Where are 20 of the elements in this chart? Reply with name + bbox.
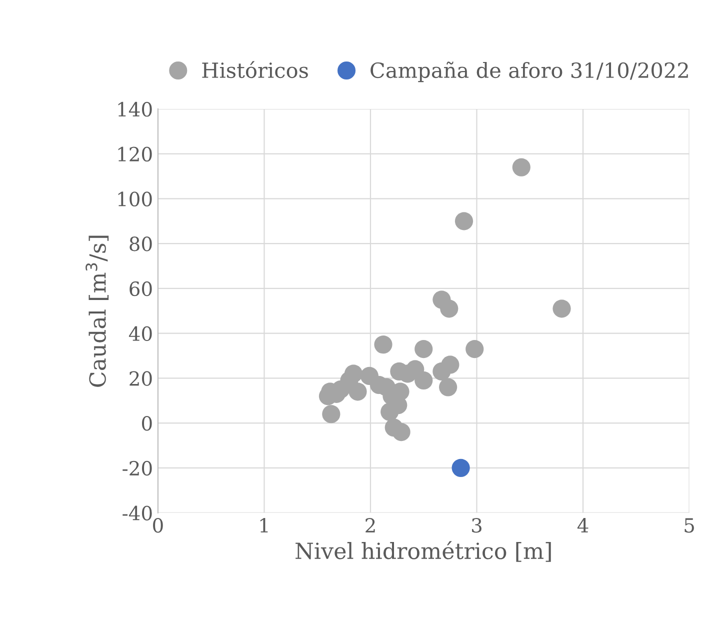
legend-label: Campaña de aforo 31/10/2022 [370,62,688,82]
legend-label: Históricos [202,61,308,78]
y-tick-label: 40 [128,326,152,341]
y-tick-label: -20 [122,460,152,476]
y-tick-label: 140 [118,102,152,117]
y-tick-label: -40 [122,506,152,520]
y-tick-label: 120 [118,146,152,162]
y-tick-label: 60 [130,281,152,296]
x-tick-label: 5 [684,518,694,533]
y-tick-label: 0 [142,416,152,431]
y-tick-label: 100 [118,192,152,206]
x-tick-label: 4 [577,518,588,532]
x-axis-title: Nivel hidrométrico [m] [296,541,551,562]
y-tick-label: 80 [130,236,152,252]
x-tick-label: 1 [260,518,268,532]
y-axis-title: Caudal [m$^{3}$/s] [86,236,109,387]
x-tick-label: 3 [472,518,482,533]
x-tick-label: 2 [366,518,375,532]
y-tick-label: 20 [130,371,152,386]
x-tick-label: 0 [153,518,163,533]
